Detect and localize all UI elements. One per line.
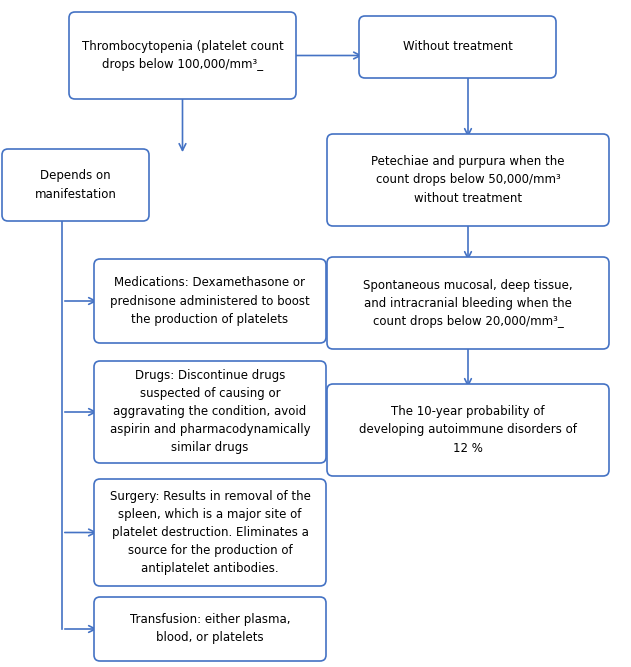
FancyBboxPatch shape <box>359 16 556 78</box>
FancyBboxPatch shape <box>327 257 609 349</box>
Text: Surgery: Results in removal of the
spleen, which is a major site of
platelet des: Surgery: Results in removal of the splee… <box>110 490 310 575</box>
Text: Medications: Dexamethasone or
prednisone administered to boost
the production of: Medications: Dexamethasone or prednisone… <box>110 277 310 325</box>
FancyBboxPatch shape <box>94 597 326 661</box>
FancyBboxPatch shape <box>94 259 326 343</box>
Text: The 10-year probability of
developing autoimmune disorders of
12 %: The 10-year probability of developing au… <box>359 406 577 454</box>
Text: Petechiae and purpura when the
count drops below 50,000/mm³
without treatment: Petechiae and purpura when the count dro… <box>371 155 565 205</box>
FancyBboxPatch shape <box>94 479 326 586</box>
FancyBboxPatch shape <box>94 361 326 463</box>
FancyBboxPatch shape <box>327 134 609 226</box>
FancyBboxPatch shape <box>2 149 149 221</box>
Text: Depends on
manifestation: Depends on manifestation <box>35 169 117 201</box>
Text: Transfusion: either plasma,
blood, or platelets: Transfusion: either plasma, blood, or pl… <box>130 614 290 644</box>
Text: Thrombocytopenia (platelet count
drops below 100,000/mm³_: Thrombocytopenia (platelet count drops b… <box>81 40 283 71</box>
Text: Drugs: Discontinue drugs
suspected of causing or
aggravating the condition, avoi: Drugs: Discontinue drugs suspected of ca… <box>110 370 310 454</box>
FancyBboxPatch shape <box>327 384 609 476</box>
Text: Spontaneous mucosal, deep tissue,
and intracranial bleeding when the
count drops: Spontaneous mucosal, deep tissue, and in… <box>363 279 573 327</box>
Text: Without treatment: Without treatment <box>403 41 512 53</box>
FancyBboxPatch shape <box>69 12 296 99</box>
